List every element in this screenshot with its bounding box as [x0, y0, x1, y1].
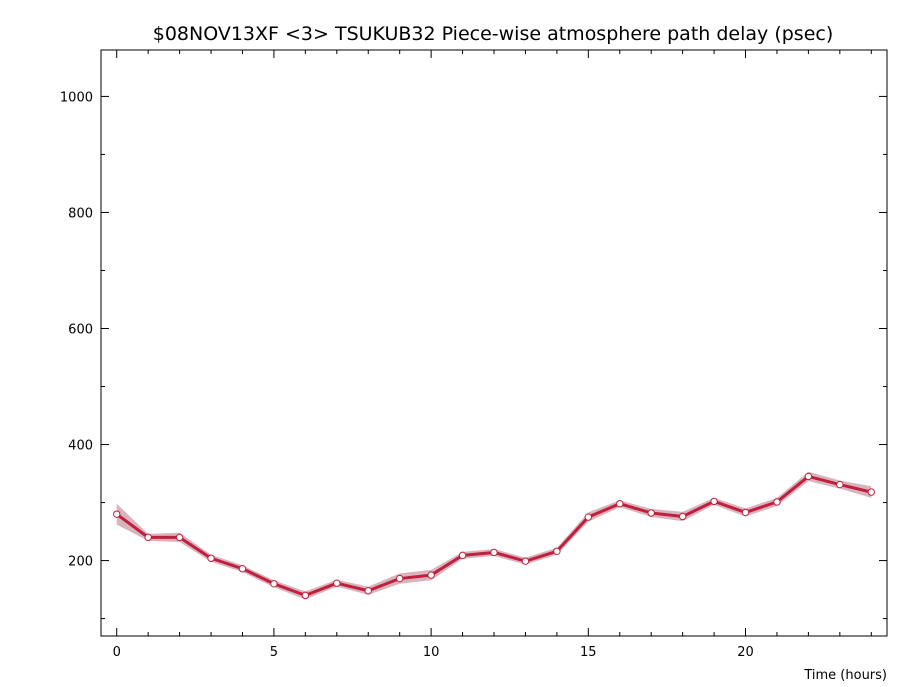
- data-point-12: [490, 548, 498, 557]
- y-tick-label-600: 600: [68, 322, 93, 337]
- x-tick-label-20: 20: [737, 645, 754, 660]
- series-line: [115, 474, 872, 597]
- data-point-3: [207, 554, 215, 562]
- x-axis-ticks: [116, 50, 872, 636]
- data-point-4: [238, 564, 247, 573]
- data-point-19: [710, 497, 718, 506]
- data-point-13: [521, 557, 530, 565]
- data-point-6: [301, 591, 310, 600]
- chart-title: $08NOV13XF <3> TSUKUB32 Piece-wise atmos…: [153, 23, 834, 45]
- data-point-9: [395, 574, 404, 583]
- data-point-15: [584, 513, 593, 521]
- y-axis-ticks: [101, 95, 887, 620]
- data-point-18: [678, 512, 687, 521]
- data-point-0: [113, 510, 121, 518]
- y-tick-label-800: 800: [68, 206, 93, 221]
- error-band: [116, 471, 872, 600]
- data-point-17: [647, 509, 655, 517]
- data-point-8: [364, 587, 372, 595]
- x-tick-label-5: 5: [270, 645, 278, 660]
- y-axis-tick-labels: 200 400 600 800 1000: [60, 90, 93, 569]
- x-tick-label-10: 10: [423, 645, 440, 660]
- data-markers: [113, 472, 875, 600]
- y-tick-label-400: 400: [68, 439, 93, 454]
- data-point-16: [616, 500, 624, 508]
- x-axis-tick-labels: 0 5 10 15 20: [113, 645, 754, 660]
- series-error-band: [116, 471, 872, 600]
- x-tick-label-0: 0: [113, 645, 121, 660]
- series-path: [115, 474, 872, 597]
- data-point-11: [458, 551, 467, 560]
- y-tick-label-200: 200: [68, 555, 93, 570]
- x-tick-label-15: 15: [580, 645, 597, 660]
- data-point-2: [175, 533, 184, 542]
- data-point-7: [333, 579, 341, 587]
- data-point-23: [836, 480, 844, 489]
- y-tick-label-1000: 1000: [60, 90, 93, 105]
- data-point-14: [553, 547, 561, 555]
- plot-frame: [100, 49, 888, 637]
- data-point-5: [270, 580, 278, 588]
- data-point-1: [144, 533, 152, 542]
- data-point-10: [427, 571, 435, 579]
- data-point-22: [804, 472, 813, 481]
- data-point-20: [741, 508, 750, 517]
- data-point-24: [867, 488, 875, 496]
- x-axis-label: Time (hours): [803, 668, 887, 683]
- data-point-21: [773, 498, 781, 506]
